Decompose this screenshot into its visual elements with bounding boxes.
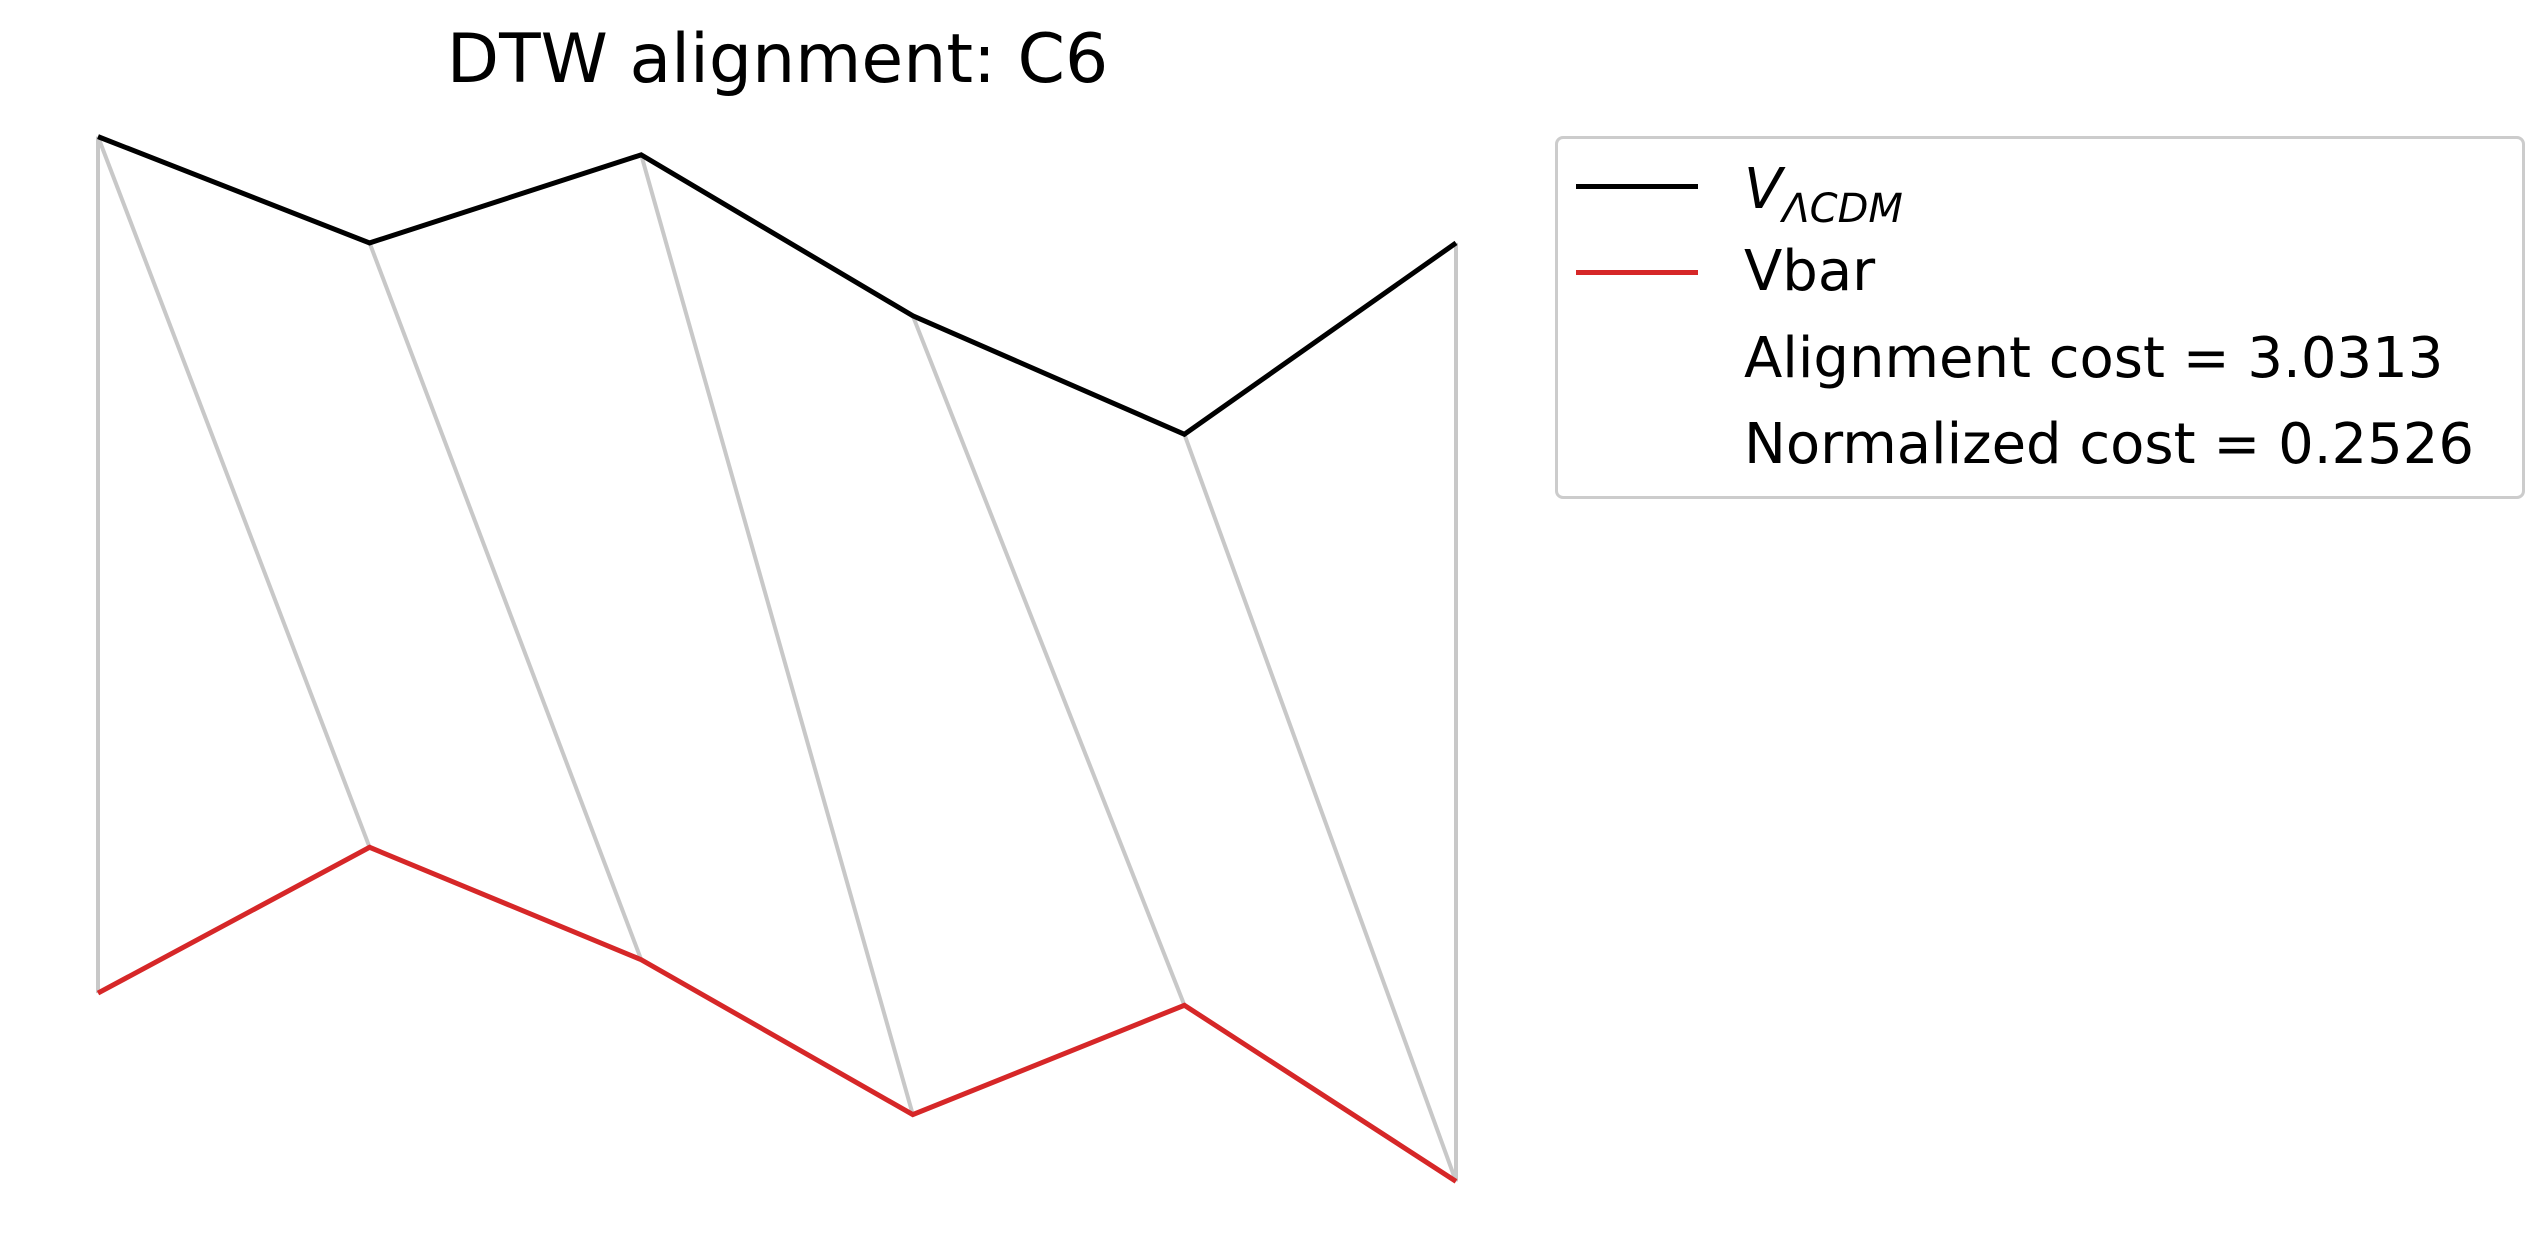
alignment-line-4	[910, 315, 1187, 1006]
legend-annotation-normalized-cost: Normalized cost = 0.2526	[1744, 412, 2475, 477]
legend-swatch-line-vlcdm	[1576, 184, 1698, 189]
series-line-vlcdm	[97, 134, 1458, 438]
alignment-line-3	[639, 154, 915, 1116]
plot-area	[96, 134, 1458, 1184]
legend-label-vlcdm: VΛCDM	[1744, 157, 1903, 232]
alignment-line-1	[96, 135, 372, 849]
chart-title: DTW alignment: C6	[446, 20, 1109, 99]
legend-label-vlcdm-main: V	[1744, 157, 1783, 222]
legend-annotation-alignment-cost: Alignment cost = 3.0313	[1744, 326, 2444, 391]
alignment-line-2	[367, 242, 644, 961]
legend-swatch-vbar	[1576, 270, 1698, 275]
series-line-vbar	[96, 844, 1458, 1184]
legend: VΛCDM Vbar Alignment cost = 3.0313 Norma…	[1555, 136, 2525, 499]
legend-label-vbar: Vbar	[1744, 239, 1876, 304]
legend-label-vlcdm-sub: ΛCDM	[1782, 186, 1903, 232]
alignment-line-5	[1182, 433, 1458, 1183]
